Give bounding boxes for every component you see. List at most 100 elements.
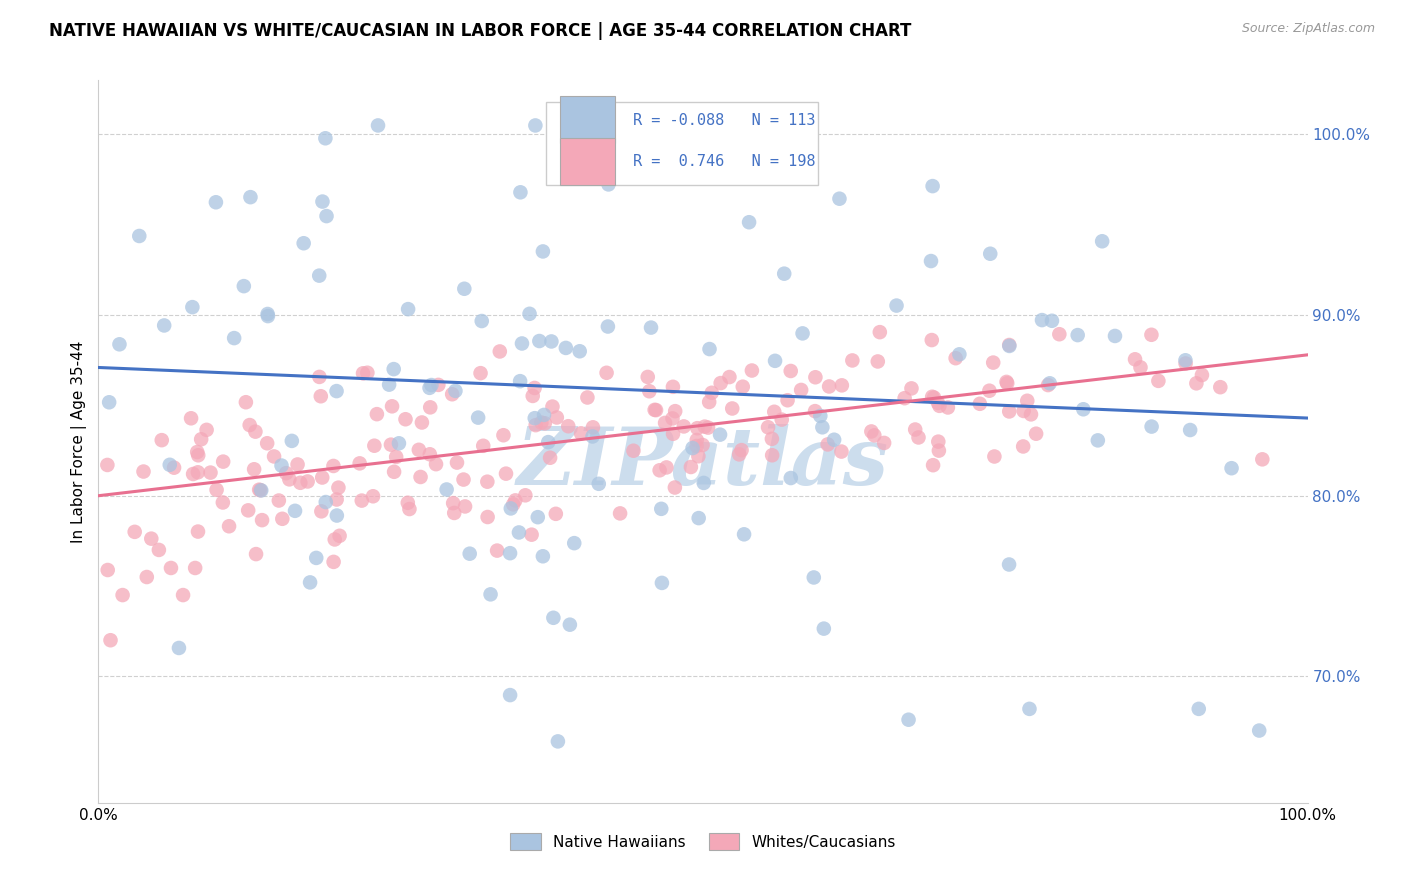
Point xyxy=(509,374,531,388)
Point xyxy=(697,420,720,434)
Point xyxy=(181,300,204,314)
Point xyxy=(770,412,793,426)
Point xyxy=(922,458,945,473)
Point xyxy=(803,570,825,584)
Point xyxy=(1191,368,1213,382)
Point xyxy=(763,405,786,419)
Text: Source: ZipAtlas.com: Source: ZipAtlas.com xyxy=(1241,22,1375,36)
Point xyxy=(443,506,465,520)
Point xyxy=(921,390,943,404)
Point xyxy=(108,337,131,351)
Point xyxy=(181,467,204,481)
Point xyxy=(731,380,754,394)
Point xyxy=(981,355,1004,369)
Point xyxy=(779,364,801,378)
Point xyxy=(1018,702,1040,716)
Point xyxy=(281,434,304,448)
Point xyxy=(458,547,481,561)
Point xyxy=(239,418,262,433)
Point xyxy=(111,588,134,602)
Point xyxy=(1019,408,1042,422)
Point xyxy=(776,393,799,408)
Point xyxy=(530,416,553,430)
Point xyxy=(263,450,285,464)
FancyBboxPatch shape xyxy=(546,102,818,185)
Point xyxy=(830,444,852,458)
Point xyxy=(519,307,541,321)
Point xyxy=(411,416,433,430)
Point xyxy=(685,439,707,453)
Point xyxy=(305,550,328,565)
Point xyxy=(172,588,194,602)
Point xyxy=(356,366,378,380)
Point xyxy=(581,429,603,443)
Point xyxy=(637,370,659,384)
Point xyxy=(544,507,567,521)
Point xyxy=(928,443,950,458)
Point xyxy=(863,428,886,442)
Point xyxy=(499,501,522,516)
Point xyxy=(190,432,212,446)
Point xyxy=(761,448,783,462)
Point xyxy=(308,370,330,384)
Point xyxy=(1220,461,1243,475)
Point xyxy=(287,458,309,472)
Point xyxy=(276,466,298,480)
Point xyxy=(329,529,352,543)
Point xyxy=(311,470,333,484)
Point xyxy=(873,436,896,450)
Point xyxy=(488,344,510,359)
Point xyxy=(524,418,547,433)
Point xyxy=(247,483,270,497)
Point xyxy=(686,421,709,435)
Point xyxy=(163,460,186,475)
Point xyxy=(315,495,337,509)
Point xyxy=(100,633,122,648)
Point xyxy=(995,375,1018,389)
Point xyxy=(697,395,720,409)
Point xyxy=(662,380,685,394)
Point xyxy=(979,384,1001,398)
Point xyxy=(367,119,389,133)
Point xyxy=(983,450,1005,464)
Point xyxy=(1251,452,1274,467)
Point xyxy=(828,192,851,206)
Point xyxy=(238,503,260,517)
Point xyxy=(524,119,547,133)
Point xyxy=(441,387,464,401)
Point xyxy=(472,439,495,453)
Point xyxy=(250,483,273,498)
Point xyxy=(558,617,581,632)
FancyBboxPatch shape xyxy=(561,96,614,144)
Point xyxy=(682,441,704,455)
Point xyxy=(645,403,668,417)
Point xyxy=(454,500,477,514)
Point xyxy=(998,404,1021,418)
FancyBboxPatch shape xyxy=(561,138,614,185)
Point xyxy=(904,423,927,437)
Point xyxy=(419,401,441,415)
Point xyxy=(290,475,312,490)
Point xyxy=(153,318,176,333)
Point xyxy=(738,215,761,229)
Point xyxy=(655,460,678,475)
Point xyxy=(284,504,307,518)
Point xyxy=(562,119,585,133)
Point xyxy=(907,430,929,444)
Point xyxy=(1178,423,1201,437)
Point xyxy=(531,244,554,259)
Point xyxy=(648,463,671,477)
Point xyxy=(1047,327,1070,342)
Point xyxy=(721,401,744,416)
Point xyxy=(505,493,527,508)
Point xyxy=(569,426,592,441)
Point xyxy=(297,475,319,489)
Point xyxy=(588,476,610,491)
Point xyxy=(710,376,733,390)
Point xyxy=(523,411,546,425)
Point xyxy=(688,449,710,463)
Point xyxy=(292,236,315,251)
Point xyxy=(1036,378,1059,392)
Point xyxy=(818,379,841,393)
Point xyxy=(436,483,458,497)
